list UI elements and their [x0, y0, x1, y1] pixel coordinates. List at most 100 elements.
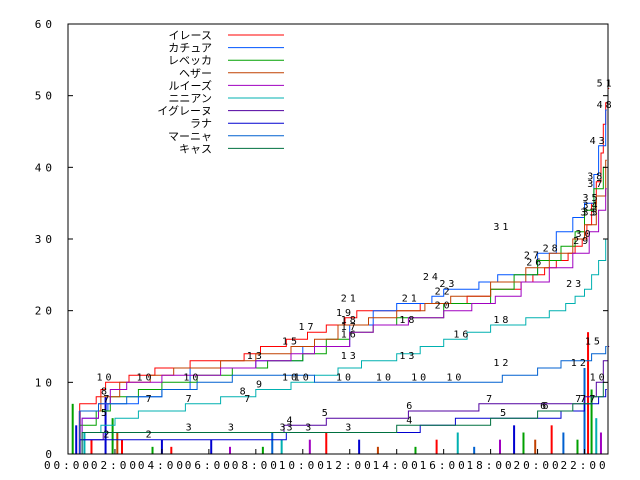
activity-bar	[595, 418, 598, 454]
series-value-label: 18	[341, 315, 359, 326]
legend-label: レベッカ	[168, 54, 212, 67]
series-value-label: 15	[585, 337, 603, 348]
series-value-label: 37	[587, 179, 605, 190]
series-value-label: 33	[583, 208, 601, 219]
series-value-label: 38	[587, 172, 605, 183]
activity-bar	[71, 403, 74, 454]
activity-bar	[587, 332, 590, 454]
x-tick-label: 02:00	[91, 459, 139, 472]
legend-label: ラナ	[190, 117, 212, 130]
series-value-label: 2	[103, 430, 112, 441]
x-axis: 00:0002:0004:0006:0008:0010:0012:0014:00…	[44, 449, 608, 472]
activity-bar	[111, 418, 114, 454]
series-value-label: 6	[542, 401, 551, 412]
series-value-label: 21	[341, 294, 359, 305]
series-value-label: 9	[256, 380, 265, 391]
x-tick-label: 00:00	[44, 459, 92, 472]
series-value-label: 35	[583, 193, 601, 204]
y-tick-label: 0	[45, 448, 56, 461]
legend-label: マーニャ	[168, 130, 212, 143]
series-value-label: 31	[493, 222, 511, 233]
series-value-label: 5	[500, 408, 509, 419]
series-value-label: 10	[376, 372, 394, 383]
series-value-label: 27	[524, 251, 542, 262]
y-tick-label: 20	[35, 305, 56, 318]
series-value-label: 51	[597, 79, 615, 90]
activity-bar	[280, 439, 283, 454]
series-value-label: 28	[543, 243, 561, 254]
series-value-label: 6	[540, 401, 549, 412]
series-value-label: 12	[493, 358, 511, 369]
series-value-label: 20	[435, 301, 453, 312]
series-line-9	[79, 346, 607, 454]
activity-bar	[473, 446, 476, 454]
activity-bar	[513, 425, 516, 454]
series-value-label: 10	[282, 372, 300, 383]
legend-label: キャス	[179, 142, 212, 155]
series-value-label: 3	[345, 423, 354, 434]
activity-bar	[376, 446, 379, 454]
series-value-label: 48	[597, 100, 615, 111]
series-value-label: 3	[287, 423, 296, 434]
legend-label: イグレーヌ	[157, 104, 212, 118]
activity-bar	[75, 425, 78, 454]
y-axis: 0 10 20 30 40 50 60	[35, 18, 608, 461]
activity-bar	[121, 439, 123, 454]
legend-label: ルイーズ	[169, 78, 212, 92]
legend-label: ニニアン	[168, 92, 212, 105]
series-value-label: 4	[287, 415, 296, 426]
x-tick-label: 18:00	[467, 459, 515, 472]
activity-bar	[562, 432, 565, 454]
series-value-label: 21	[402, 294, 420, 305]
y-tick-label: 40	[35, 161, 56, 174]
activity-bar	[534, 439, 537, 454]
series-value-label: 18	[399, 315, 417, 326]
x-tick-label: 08:00	[232, 459, 280, 472]
series-value-label: 19	[336, 308, 354, 319]
series-value-label: 34	[583, 200, 601, 211]
series-value-label: 10	[446, 372, 464, 383]
series-value-label: 17	[341, 322, 359, 333]
series-lines	[79, 88, 610, 454]
series-value-label: 18	[493, 315, 511, 326]
series-value-label: 7	[103, 394, 112, 405]
series-value-label: 33	[580, 208, 598, 219]
series-value-label: 7	[580, 394, 589, 405]
series-value-label: 10	[136, 372, 154, 383]
series-value-label: 10	[411, 372, 429, 383]
series-value-label: 3	[228, 423, 237, 434]
series-value-label: 8	[240, 387, 249, 398]
x-tick-label: 04:00	[138, 459, 186, 472]
series-value-label: 10	[183, 372, 201, 383]
activity-bar	[325, 432, 328, 454]
series-value-label: 43	[590, 136, 608, 147]
x-tick-label: 10:00	[279, 459, 327, 472]
y-tick-label: 60	[35, 18, 56, 31]
series-value-label: 16	[453, 329, 471, 340]
series-value-label: 29	[573, 236, 591, 247]
activity-bar	[550, 425, 553, 454]
series-value-label: 8	[101, 387, 110, 398]
series-value-label: 13	[399, 351, 417, 362]
activity-bar	[271, 432, 274, 454]
series-value-label: 17	[298, 322, 316, 333]
series-value-label: 5	[101, 408, 110, 419]
series-value-label: 6	[406, 401, 415, 412]
series-value-label: 15	[282, 337, 300, 348]
series-value-label: 16	[341, 329, 359, 340]
activity-bar	[576, 439, 579, 454]
activity-bar	[170, 446, 173, 454]
x-tick-label: 22:00	[560, 459, 608, 472]
series-value-label: 5	[322, 408, 331, 419]
series-value-label: 23	[566, 279, 584, 290]
series-value-label: 7	[486, 394, 495, 405]
x-tick-label: 06:00	[185, 459, 233, 472]
x-tick-label: 16:00	[420, 459, 468, 472]
activity-bar	[160, 439, 163, 454]
series-value-label: 13	[247, 351, 265, 362]
series-line-10	[81, 381, 605, 454]
activity-bar	[308, 439, 311, 454]
series-value-label: 10	[97, 372, 115, 383]
